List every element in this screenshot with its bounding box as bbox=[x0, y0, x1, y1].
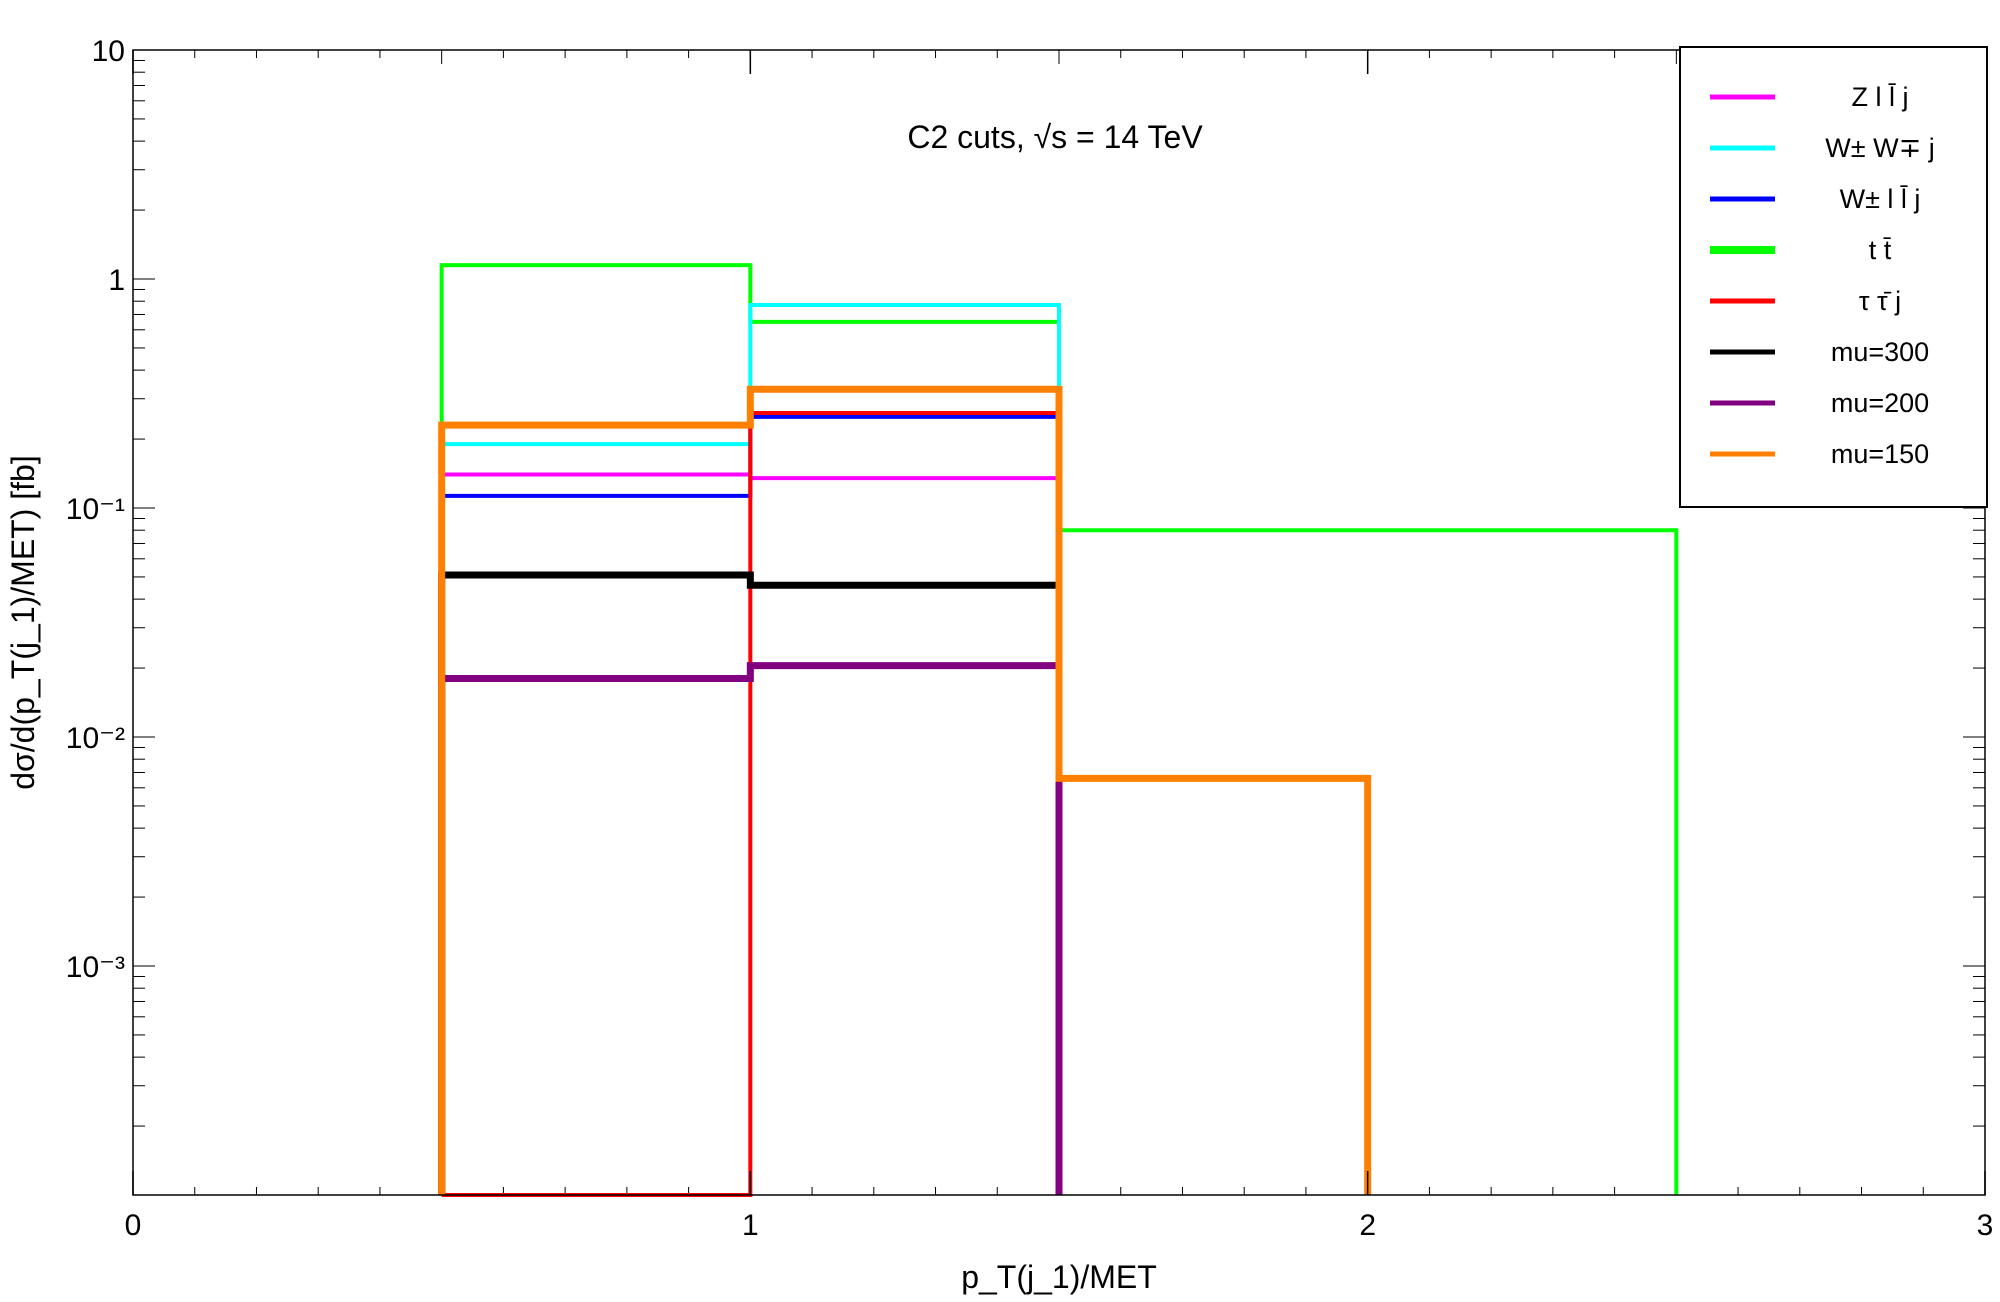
y-axis-label: dσ/d(p_T(j_1)/MET) [fb] bbox=[5, 455, 41, 790]
series-line-7 bbox=[438, 385, 1372, 1195]
x-axis-label: p_T(j_1)/MET bbox=[961, 1259, 1157, 1295]
y-ticks: 10 1 10⁻¹ 10⁻² 10⁻³ bbox=[66, 35, 125, 984]
minor-ticks bbox=[133, 50, 1985, 1196]
legend: Z l l̄ j W± W∓ j W± l l̄ j t t̄ τ τ̄ j mu=300… bbox=[1679, 46, 1988, 508]
y-tick-label: 1 bbox=[108, 264, 125, 297]
legend-label-4: τ τ̄ j bbox=[1859, 286, 1901, 316]
legend-label-5: mu=300 bbox=[1831, 337, 1929, 367]
legend-label-2: W± l l̄ j bbox=[1840, 184, 1921, 214]
y-tick-label: 10⁻¹ bbox=[66, 493, 125, 526]
legend-label-1: W± W∓ j bbox=[1825, 133, 1934, 163]
legend-label-0: Z l l̄ j bbox=[1852, 82, 1909, 112]
legend-box bbox=[1679, 46, 1988, 508]
series-line-4 bbox=[441, 410, 1061, 1197]
legend-label-6: mu=200 bbox=[1831, 388, 1929, 418]
y-tick-label: 10⁻² bbox=[66, 722, 125, 755]
y-tick-label: 10 bbox=[92, 35, 125, 68]
plot-frame bbox=[132, 49, 1986, 1196]
legend-label-7: mu=150 bbox=[1831, 439, 1929, 469]
x-tick-label: 1 bbox=[742, 1209, 759, 1242]
y-tick-label: 10⁻³ bbox=[66, 951, 125, 984]
annotation: C2 cuts, √s = 14 TeV bbox=[907, 119, 1203, 155]
x-ticks: 0 1 2 3 bbox=[125, 50, 1994, 1242]
x-tick-label: 2 bbox=[1359, 1209, 1376, 1242]
x-tick-label: 0 bbox=[125, 1209, 142, 1242]
series-layer bbox=[438, 263, 1679, 1197]
legend-label-3: t t̄ bbox=[1869, 235, 1892, 265]
x-tick-label: 3 bbox=[1977, 1209, 1994, 1242]
